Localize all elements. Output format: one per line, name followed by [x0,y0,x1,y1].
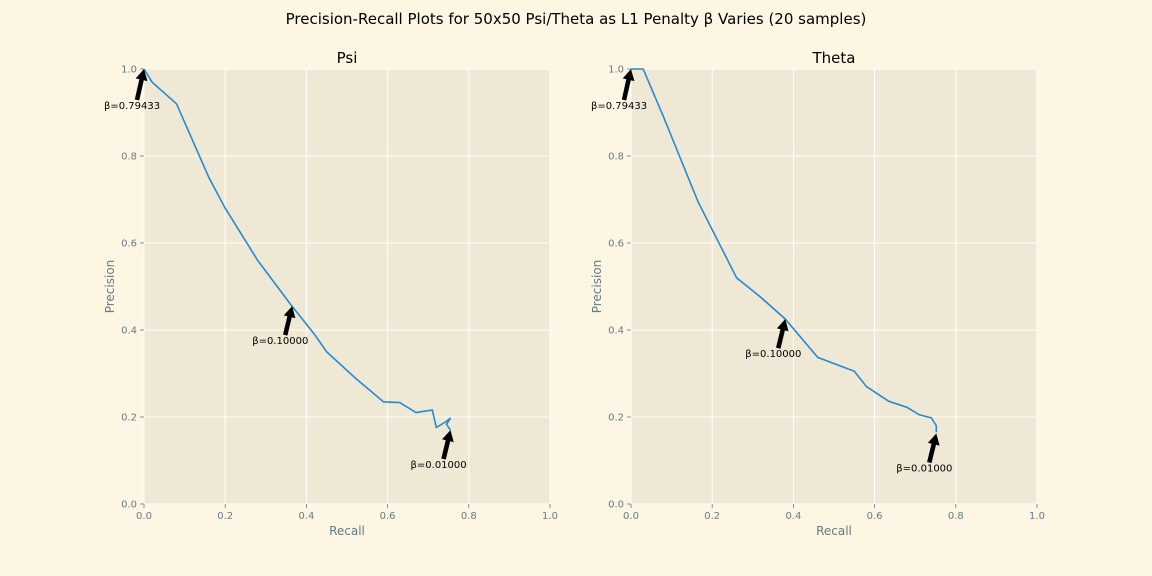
theta-x-tick-label: 0.4 [785,511,801,522]
psi-x-tick-label: 0.2 [217,511,233,522]
psi-annotation-label: β=0.01000 [411,460,467,471]
theta-y-tick-label: 0.4 [608,326,624,337]
theta-y-tick-label: 0.0 [608,500,624,511]
theta-x-tick-label: 0.6 [867,511,883,522]
theta-annotations: β=0.79433 β=0.10000 β=0.01000 [591,69,952,475]
psi-y-tick-label: 0.4 [121,326,137,337]
theta-x-tick-label: 0.8 [948,511,964,522]
theta-x-tick-label: 0.2 [704,511,720,522]
theta-ticks: 0.0 0.2 0.4 0.6 0.8 1.0 0.0 0.2 0.4 0.6 0.8 1.0 [608,65,1045,523]
psi-y-tick-label: 0.0 [121,500,137,511]
theta-annotation-label: β=0.10000 [745,349,801,360]
theta-y-axis-label: Precision [590,260,604,314]
psi-x-tick-label: 0.4 [298,511,314,522]
figure-title: Precision-Recall Plots for 50x50 Psi/The… [286,10,867,28]
theta-plot: 0.0 0.2 0.4 0.6 0.8 1.0 0.0 0.2 0.4 0.6 0.8 1.0 β=0… [590,49,1045,538]
theta-axes-background [631,69,1037,504]
theta-title: Theta [812,49,856,67]
psi-y-axis-label: Precision [103,260,117,314]
theta-y-tick-label: 0.6 [608,239,624,250]
psi-ticks: 0.0 0.2 0.4 0.6 0.8 1.0 0.0 0.2 0.4 0.6 0.8 1.0 [121,65,558,523]
theta-precision-recall-line [631,68,938,433]
psi-x-axis-label: Recall [329,524,365,538]
theta-annotation-arrow [927,433,940,464]
psi-annotation-arrow [134,69,148,101]
theta-annotation-arrow [621,69,635,101]
theta-y-tick-label: 0.2 [608,413,624,424]
theta-annotation-label: β=0.01000 [896,464,952,475]
theta-x-tick-label: 1.0 [1029,511,1045,522]
psi-x-tick-label: 0.8 [461,511,477,522]
theta-x-axis-label: Recall [816,524,852,538]
theta-annotation-arrow [776,319,789,349]
psi-annotation-arrow [283,306,296,336]
psi-annotation-label: β=0.79433 [104,101,160,112]
psi-annotation-label: β=0.10000 [252,336,308,347]
theta-y-tick-label: 1.0 [608,65,624,76]
psi-y-tick-label: 1.0 [121,65,137,76]
psi-annotation-arrow [441,430,454,460]
psi-grid [143,68,551,505]
psi-x-tick-label: 0.6 [380,511,396,522]
psi-annotations: β=0.79433 β=0.10000 β=0.01000 [104,69,467,471]
theta-annotation-label: β=0.79433 [591,101,647,112]
psi-x-tick-label: 0.0 [136,511,152,522]
psi-y-tick-label: 0.2 [121,413,137,424]
psi-title: Psi [337,49,358,67]
theta-y-tick-label: 0.8 [608,152,624,163]
theta-x-tick-label: 0.0 [623,511,639,522]
psi-x-tick-label: 1.0 [542,511,558,522]
psi-y-tick-label: 0.6 [121,239,137,250]
psi-precision-recall-line [143,68,452,431]
psi-plot: 0.0 0.2 0.4 0.6 0.8 1.0 0.0 0.2 0.4 0.6 0.8 1.0 β=0… [103,49,558,538]
psi-y-tick-label: 0.8 [121,152,137,163]
theta-grid [630,68,1038,505]
psi-axes-background [144,69,550,504]
